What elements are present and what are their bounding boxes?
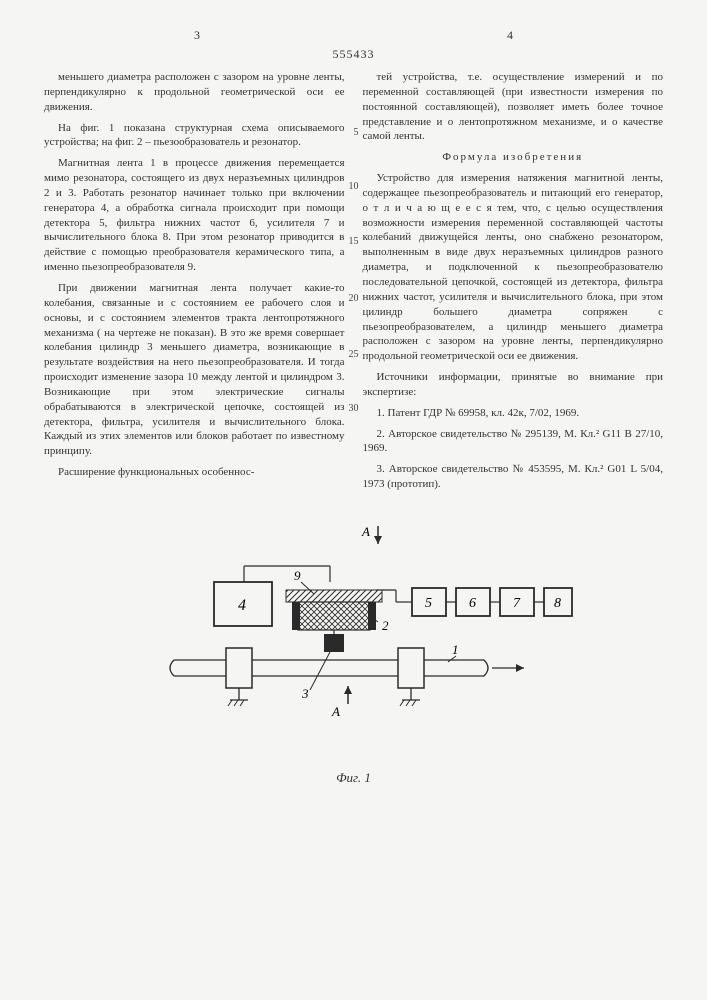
resonator-side-right xyxy=(368,602,376,630)
svg-text:А: А xyxy=(361,524,370,539)
svg-text:А: А xyxy=(331,704,340,719)
label-2: 2 xyxy=(382,618,389,633)
left-column: меньшего диаметра расположен с зазором н… xyxy=(44,70,345,498)
document-number: 555433 xyxy=(44,47,663,62)
svg-text:7: 7 xyxy=(513,596,521,611)
figure-caption: Фиг. 1 xyxy=(44,770,663,786)
line-marker: 5 xyxy=(354,126,359,140)
text-columns: меньшего диаметра расположен с зазором н… xyxy=(44,70,663,498)
source-item: 1. Патент ГДР № 69958, кл. 42к, 7/02, 19… xyxy=(363,406,664,421)
label-3: 3 xyxy=(301,686,309,701)
svg-text:6: 6 xyxy=(469,596,476,611)
diagram-svg: А 4 9 2 xyxy=(134,522,574,762)
line-marker: 25 xyxy=(349,348,359,362)
para: тей устройства, т.е. осуществление измер… xyxy=(363,70,664,144)
block-4-label: 4 xyxy=(238,597,246,614)
page-num-left: 3 xyxy=(194,28,200,43)
block-8: 8 xyxy=(544,588,572,616)
label-1: 1 xyxy=(452,642,459,657)
cylinder-3 xyxy=(324,634,344,652)
label-9: 9 xyxy=(294,568,301,583)
section-marker-top: А xyxy=(361,524,382,544)
para: На фиг. 1 показана структурная схема опи… xyxy=(44,121,345,151)
resonator-body xyxy=(298,602,370,630)
para: Устройство для измерения натяжения магни… xyxy=(363,171,664,364)
hatched-support xyxy=(286,590,382,602)
line-marker: 10 xyxy=(349,180,359,194)
block-6: 6 xyxy=(456,588,490,616)
source-item: 2. Авторское свидетельство № 295139, М. … xyxy=(363,427,664,457)
roller-left xyxy=(226,648,252,706)
para: Магнитная лента 1 в процессе движения пе… xyxy=(44,156,345,275)
sources-title: Источники информации, принятые во вниман… xyxy=(363,370,664,400)
page-num-right: 4 xyxy=(507,28,513,43)
line-marker: 30 xyxy=(349,402,359,416)
source-item: 3. Авторское свидетельство № 453595, М. … xyxy=(363,462,664,492)
block-5: 5 xyxy=(412,588,446,616)
svg-text:5: 5 xyxy=(425,596,432,611)
roller-right xyxy=(398,648,424,706)
line-marker: 15 xyxy=(349,235,359,249)
para: Расширение функциональных особеннос- xyxy=(44,465,345,480)
line-marker: 20 xyxy=(349,292,359,306)
para: меньшего диаметра расположен с зазором н… xyxy=(44,70,345,115)
formula-title: Формула изобретения xyxy=(363,150,664,165)
right-column: тей устройства, т.е. осуществление измер… xyxy=(363,70,664,498)
resonator-side-left xyxy=(292,602,300,630)
block-7: 7 xyxy=(500,588,534,616)
section-marker-bottom: А xyxy=(331,686,352,719)
para: При движении магнитная лента получает ка… xyxy=(44,281,345,459)
figure-1: А 4 9 2 xyxy=(44,522,663,786)
svg-text:8: 8 xyxy=(554,596,561,611)
